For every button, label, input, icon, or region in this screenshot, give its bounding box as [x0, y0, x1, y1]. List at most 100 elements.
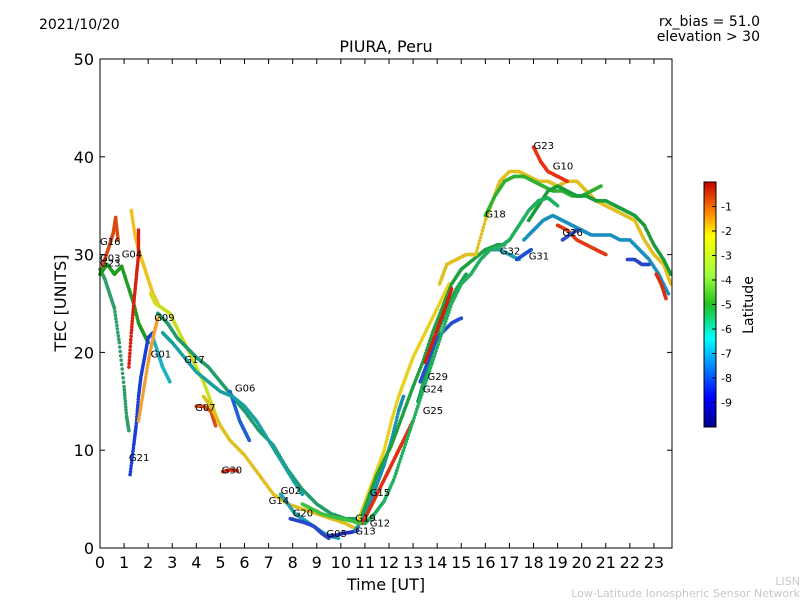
series-g26: [522, 213, 671, 296]
data-point: [113, 310, 117, 314]
data-point: [119, 358, 123, 363]
data-point: [130, 325, 134, 329]
data-point: [433, 351, 438, 356]
series-gx6: [160, 331, 305, 497]
data-point: [138, 407, 143, 411]
data-point: [121, 380, 126, 385]
satellite-label: G04: [122, 250, 142, 261]
data-point: [449, 287, 454, 291]
series-g23: [98, 262, 150, 345]
data-point: [129, 328, 134, 332]
colorbar-tick-label: -1: [721, 201, 732, 214]
data-point: [247, 438, 252, 443]
data-point: [136, 238, 141, 242]
data-point: [113, 313, 118, 318]
satellite-label: G09: [154, 313, 174, 324]
data-point: [130, 458, 134, 462]
x-tick-label: 13: [403, 553, 423, 572]
data-point: [129, 461, 134, 465]
data-point: [429, 363, 434, 367]
y-tick-label: 30: [74, 246, 94, 265]
data-point: [382, 448, 387, 453]
data-point: [129, 331, 134, 335]
rx-bias-label: rx_bias = 51.0: [658, 14, 760, 30]
data-point: [384, 439, 389, 444]
colorbar-tick-label: -2: [721, 225, 732, 238]
satellite-label: G12: [370, 519, 390, 530]
series-gx2: [560, 228, 579, 242]
data-point: [135, 409, 140, 413]
data-point: [123, 399, 128, 404]
data-point: [426, 342, 431, 347]
satellite-label: G15: [370, 488, 390, 499]
data-point: [428, 366, 433, 370]
data-point: [135, 406, 140, 410]
data-point: [408, 427, 413, 432]
data-point: [136, 233, 141, 237]
data-point: [473, 252, 478, 257]
x-tick-label: 1: [119, 553, 129, 572]
colorbar-tick-label: -6: [721, 323, 732, 336]
data-point: [647, 262, 651, 267]
data-point: [127, 365, 131, 369]
footer-credit-short: LISN: [775, 575, 800, 588]
data-point: [127, 355, 132, 359]
data-point: [141, 392, 145, 397]
satellite-label: G16: [100, 237, 120, 248]
data-point: [122, 390, 127, 395]
data-point: [127, 428, 131, 433]
data-point: [394, 421, 398, 425]
data-point: [444, 319, 448, 323]
data-point: [396, 412, 400, 416]
data-point: [138, 410, 142, 414]
data-point: [137, 413, 142, 417]
data-point: [128, 472, 132, 477]
data-point: [412, 416, 416, 420]
data-point: [121, 376, 125, 380]
data-point: [480, 228, 485, 233]
x-tick-label: 19: [547, 553, 567, 572]
data-point: [395, 415, 400, 419]
data-point: [459, 316, 464, 321]
data-point: [129, 464, 133, 468]
series-g06: [228, 389, 252, 443]
satellite-label: G19: [355, 514, 375, 525]
data-point: [130, 455, 135, 459]
data-point: [388, 422, 393, 426]
x-axis-label: Time [UT]: [346, 575, 425, 594]
data-point: [529, 247, 533, 252]
series-gx7: [300, 502, 362, 526]
satellite-label: G29: [428, 372, 448, 383]
data-point: [393, 474, 397, 479]
data-point: [143, 380, 147, 385]
data-point: [430, 360, 435, 365]
elevation-label: elevation > 30: [656, 29, 760, 45]
data-point: [124, 405, 128, 410]
data-point: [442, 325, 446, 329]
data-point: [416, 404, 420, 409]
data-point: [481, 225, 486, 229]
series-g10: [531, 145, 569, 184]
data-point: [129, 334, 133, 339]
data-point: [131, 304, 136, 309]
x-tick-label: 3: [167, 553, 177, 572]
data-point: [664, 296, 668, 301]
data-point: [144, 372, 148, 376]
data-point: [482, 222, 487, 226]
data-point: [144, 375, 148, 379]
data-point: [213, 424, 218, 428]
data-point: [112, 306, 117, 311]
data-point: [123, 402, 128, 407]
x-tick-label: 21: [596, 553, 616, 572]
colorbar-tick-label: -5: [721, 299, 732, 312]
data-point: [131, 307, 135, 312]
satellite-label: G23: [100, 258, 120, 269]
data-point: [114, 316, 118, 321]
data-point: [401, 394, 406, 399]
data-point: [120, 371, 125, 376]
data-point: [437, 339, 441, 344]
satellite-label: G24: [423, 385, 443, 396]
data-point: [145, 363, 150, 367]
data-point: [425, 375, 430, 379]
